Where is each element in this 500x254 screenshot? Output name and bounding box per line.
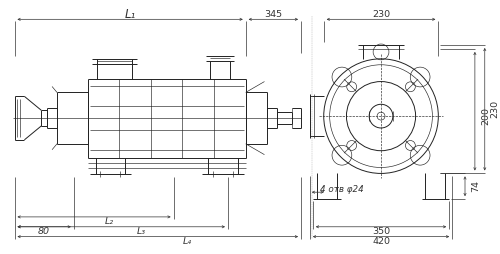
Text: L₃: L₃ bbox=[136, 227, 145, 236]
Text: 4 отв φ24: 4 отв φ24 bbox=[320, 185, 364, 194]
Text: 200: 200 bbox=[481, 107, 490, 125]
Text: 230: 230 bbox=[372, 10, 390, 19]
Text: L₁: L₁ bbox=[124, 8, 136, 21]
Text: 345: 345 bbox=[264, 10, 282, 19]
Text: L₂: L₂ bbox=[104, 217, 114, 226]
Text: 80: 80 bbox=[38, 227, 50, 236]
Text: 420: 420 bbox=[372, 237, 390, 246]
Text: L₄: L₄ bbox=[183, 237, 192, 246]
Text: 74: 74 bbox=[471, 180, 480, 192]
Text: 350: 350 bbox=[372, 227, 390, 236]
Text: 230: 230 bbox=[490, 100, 500, 118]
